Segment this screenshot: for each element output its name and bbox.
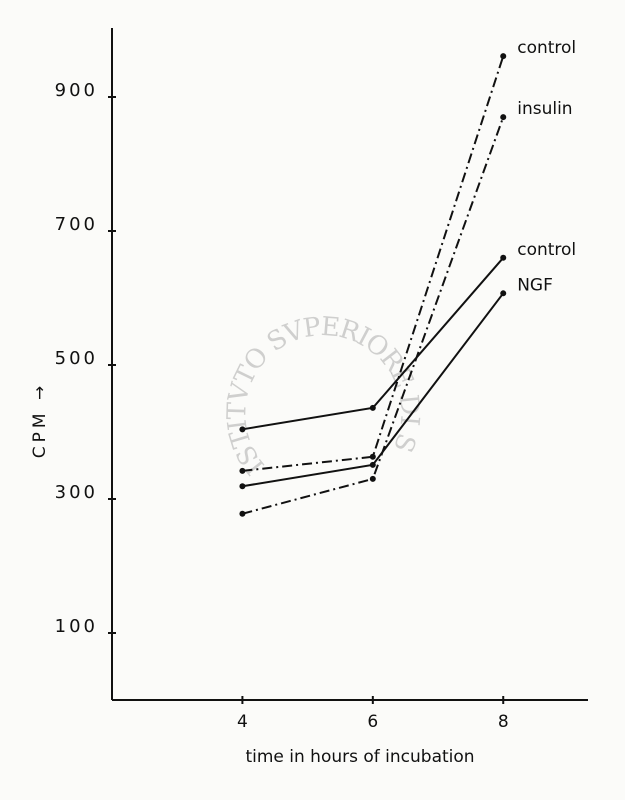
y-tick-label: 700 (55, 214, 98, 235)
point (239, 426, 246, 433)
y-tick-label: 900 (55, 80, 98, 101)
series-line (242, 55, 505, 472)
series-label: insulin (517, 99, 572, 119)
x-tick-label: 6 (367, 712, 378, 732)
point (369, 461, 376, 468)
y-axis-label: CPM → (30, 382, 50, 458)
point (239, 510, 246, 517)
y-tick-label: 500 (55, 348, 98, 369)
watermark: ISTITVTO SVPERIORE DI SANITÀ (0, 0, 425, 480)
x-axis-label: time in hours of incubation (245, 747, 474, 767)
point (500, 114, 507, 121)
point (500, 290, 507, 297)
point (500, 254, 507, 261)
y-tick-label: 100 (55, 616, 98, 637)
point (239, 483, 246, 490)
point (369, 453, 376, 460)
point (239, 467, 246, 474)
x-tick-label: 4 (237, 712, 248, 732)
point (369, 404, 376, 411)
series-label: control (517, 240, 576, 260)
point (500, 53, 507, 60)
y-tick-label: 300 (55, 482, 98, 503)
x-tick-label: 8 (498, 712, 509, 732)
series-label: NGF (517, 275, 553, 295)
series-label: control (517, 38, 576, 58)
point (369, 475, 376, 482)
watermark-text: ISTITVTO SVPERIORE DI SANITÀ (0, 0, 425, 480)
